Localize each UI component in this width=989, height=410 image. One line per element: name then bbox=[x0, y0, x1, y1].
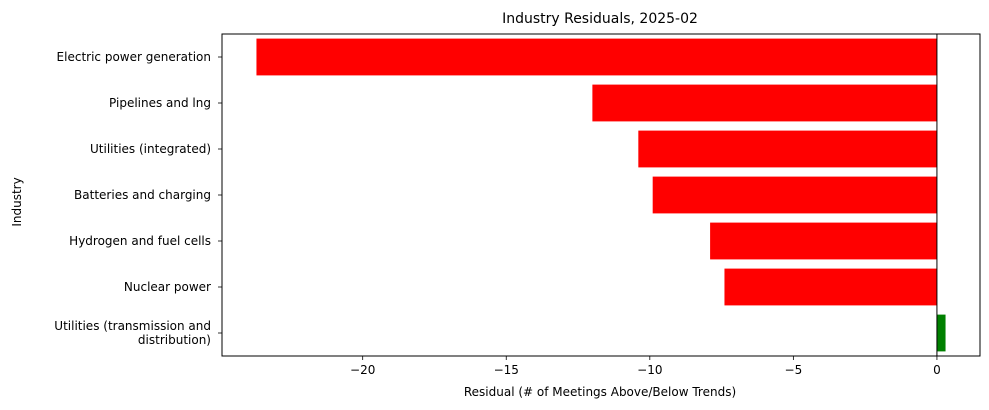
bar bbox=[256, 38, 937, 76]
y-tick-label: Nuclear power bbox=[124, 280, 211, 294]
y-tick-label: Pipelines and lng bbox=[109, 96, 211, 110]
x-tick-label: −15 bbox=[494, 363, 519, 377]
x-axis-label: Residual (# of Meetings Above/Below Tren… bbox=[464, 385, 736, 399]
x-tick-label: −5 bbox=[785, 363, 803, 377]
plot-frame bbox=[221, 33, 981, 357]
y-tick-label: Batteries and charging bbox=[74, 188, 211, 202]
bar bbox=[638, 130, 937, 168]
x-tick-label: −10 bbox=[637, 363, 662, 377]
y-tick-label: Utilities (transmission and distribution) bbox=[54, 319, 211, 347]
y-axis-label: Industry bbox=[10, 177, 24, 226]
y-tick-label: Utilities (integrated) bbox=[90, 142, 211, 156]
plot-area: Electric power generation Pipelines and l… bbox=[54, 33, 981, 377]
bar bbox=[724, 268, 937, 306]
chart-title: Industry Residuals, 2025-02 bbox=[502, 11, 698, 27]
y-tick-label: Electric power generation bbox=[57, 50, 211, 64]
y-tick-label: Hydrogen and fuel cells bbox=[69, 234, 211, 248]
bar bbox=[652, 176, 937, 214]
bar bbox=[936, 314, 946, 352]
x-tick-label: 0 bbox=[933, 363, 941, 377]
x-tick-label: −20 bbox=[350, 363, 375, 377]
bar bbox=[592, 84, 937, 122]
bar bbox=[710, 222, 937, 260]
